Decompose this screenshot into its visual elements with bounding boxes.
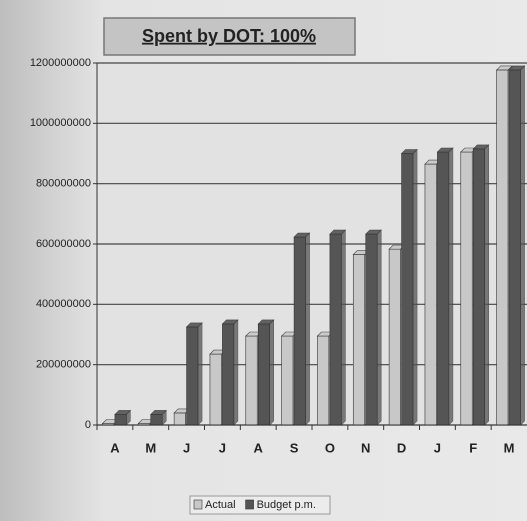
y-tick-label: 0: [85, 419, 91, 431]
bar: [257, 323, 271, 426]
bar-top: [185, 322, 203, 328]
bar: [424, 163, 437, 426]
bar: [388, 248, 401, 426]
bar-top: [365, 229, 382, 235]
y-tick-label: 800000000: [36, 178, 91, 190]
bar: [329, 233, 342, 426]
bar-top: [114, 410, 132, 415]
x-tick-label: J: [183, 440, 190, 455]
bar: [173, 412, 186, 426]
y-tick-label: 1000000000: [30, 117, 91, 129]
bar-top: [293, 232, 311, 238]
bar: [437, 151, 450, 426]
bar: [150, 414, 163, 426]
bar-top: [495, 65, 513, 71]
legend-label: Actual: [205, 499, 236, 511]
x-tick-label: A: [110, 440, 120, 455]
bar-side: [448, 147, 454, 426]
y-tick-label: 400000000: [36, 298, 91, 310]
legend-swatch: [193, 499, 203, 510]
bar-side: [269, 319, 275, 426]
bar: [508, 69, 521, 426]
bar: [460, 151, 473, 426]
bar-side: [197, 322, 203, 426]
bar-top: [221, 319, 239, 325]
bar: [281, 335, 294, 426]
bar-side: [341, 229, 346, 426]
y-tick-label: 1200000000: [30, 57, 91, 69]
y-tick-label: 600000000: [36, 238, 91, 250]
x-tick-label: D: [397, 440, 406, 455]
title-box: [103, 17, 356, 56]
bar-side: [412, 148, 418, 426]
bar-side: [376, 229, 382, 426]
x-tick-label: J: [434, 440, 441, 455]
bar-top: [508, 65, 526, 71]
bar-side: [520, 65, 525, 426]
x-tick-label: O: [325, 440, 335, 455]
x-tick-label: A: [254, 440, 264, 455]
bar-top: [436, 147, 454, 153]
bar: [209, 353, 222, 426]
x-tick-label: F: [469, 440, 477, 455]
legend-swatch: [245, 499, 254, 510]
bar: [186, 326, 199, 426]
x-tick-label: J: [219, 440, 226, 455]
bar: [114, 414, 127, 426]
bar: [245, 335, 258, 426]
y-tick-label: 200000000: [36, 359, 91, 371]
bar-side: [233, 319, 239, 426]
bar: [472, 148, 486, 426]
bar-top: [257, 319, 275, 325]
legend-label: Budget p.m.: [257, 499, 316, 511]
bar-top: [400, 149, 418, 154]
x-tick-label: S: [290, 440, 299, 455]
x-tick-label: N: [361, 440, 370, 455]
x-tick-label: M: [504, 440, 515, 455]
bar-top: [472, 144, 490, 150]
bar: [222, 323, 235, 426]
bar-top: [329, 229, 347, 235]
x-tick-label: M: [145, 440, 156, 455]
bar-side: [484, 144, 490, 426]
bar: [352, 254, 366, 426]
bar-top: [150, 410, 167, 415]
chart-title: Spent by DOT: 100%: [142, 26, 316, 46]
bar: [401, 153, 414, 426]
bar: [317, 335, 330, 426]
bar: [496, 69, 509, 426]
legend-box: [189, 495, 331, 515]
bar: [293, 236, 306, 426]
bar: [365, 233, 378, 426]
bar-side: [305, 232, 310, 426]
